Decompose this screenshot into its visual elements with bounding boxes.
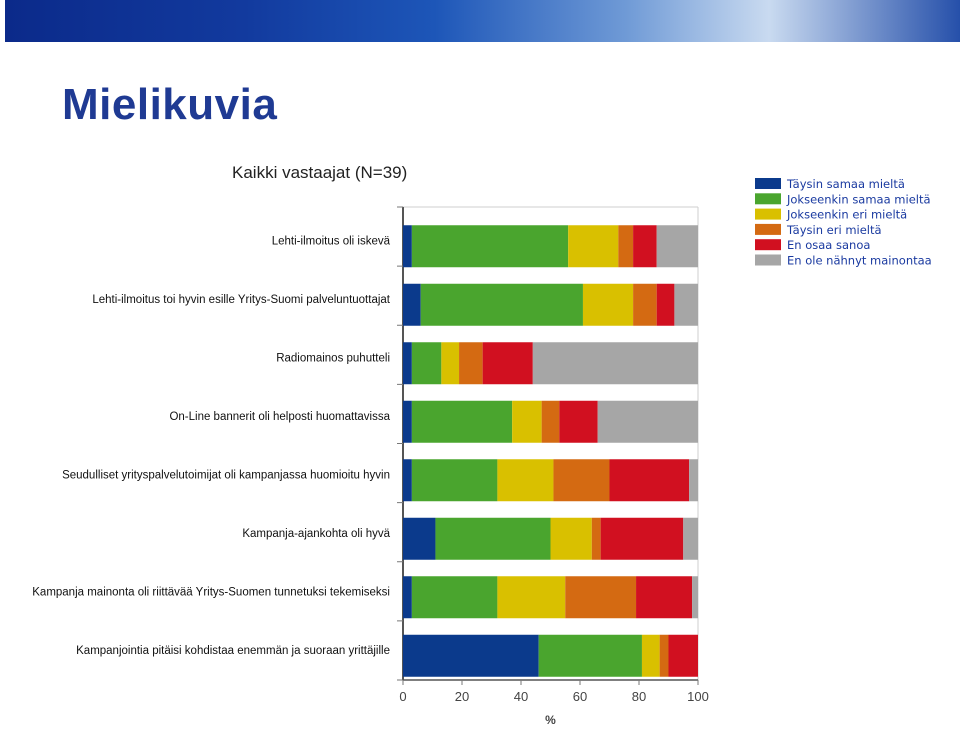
legend-label: Jokseenkin samaa mieltä xyxy=(786,192,931,206)
bar-segment xyxy=(403,283,421,326)
bar-segment xyxy=(512,400,542,443)
bar-segment xyxy=(597,400,698,443)
x-tick-label: 60 xyxy=(573,689,587,704)
bar-segment xyxy=(403,400,412,443)
legend-swatch xyxy=(755,239,781,251)
bar-segment xyxy=(459,342,483,385)
bar-segment xyxy=(633,283,657,326)
bar-segment xyxy=(497,459,554,502)
bar-segment xyxy=(411,576,498,619)
legend-label: En ole nähnyt mainontaa xyxy=(787,254,932,268)
chart-title: Kaikki vastaajat (N=39) xyxy=(232,163,408,182)
bar-segment xyxy=(656,225,698,268)
bar-segment xyxy=(403,576,412,619)
bar-segment xyxy=(411,225,569,268)
bar-segment xyxy=(403,517,436,560)
bar-segment xyxy=(659,634,669,677)
legend-label: Täysin eri mieltä xyxy=(786,223,882,237)
bar-segment xyxy=(591,517,601,560)
bar-segment xyxy=(403,459,412,502)
bar-segment xyxy=(403,342,412,385)
category-labels: Lehti-ilmoitus oli iskevä Lehti-ilmoitus … xyxy=(32,235,391,657)
chart-bars xyxy=(403,225,698,677)
bar-segment xyxy=(538,634,642,677)
bar-segment xyxy=(482,342,533,385)
bar-segment xyxy=(403,634,539,677)
bar-segment xyxy=(541,400,560,443)
category-label: Kampanja mainonta oli riittävää Yritys-S… xyxy=(32,586,390,598)
bar-segment xyxy=(568,225,619,268)
category-label: Lehti-ilmoitus oli iskevä xyxy=(272,235,391,247)
x-axis-title: % xyxy=(545,713,556,727)
category-label: On-Line bannerit oli helposti huomattavi… xyxy=(169,411,390,423)
legend-swatch xyxy=(755,254,781,266)
x-tick-label: 80 xyxy=(632,689,646,704)
category-label: Kampanjointia pitäisi kohdistaa enemmän … xyxy=(76,645,390,657)
legend-swatch xyxy=(755,178,781,189)
legend-swatch xyxy=(755,193,781,205)
legend-swatch xyxy=(755,223,781,235)
bar-segment xyxy=(411,459,498,502)
bar-segment xyxy=(609,459,690,502)
bar-segment xyxy=(618,225,634,268)
bar-segment xyxy=(403,225,412,268)
bar-segment xyxy=(668,634,698,677)
category-label: Seudulliset yrityspalvelutoimijat oli ka… xyxy=(62,469,390,481)
bar-segment xyxy=(411,342,442,385)
bar-segment xyxy=(497,576,566,619)
legend-label: Täysin samaa mieltä xyxy=(786,177,905,191)
header-banner xyxy=(5,0,960,42)
bar-segment xyxy=(411,400,513,443)
bar-segment xyxy=(641,634,660,677)
bar-segment xyxy=(674,283,698,326)
category-label: Lehti-ilmoitus toi hyvin esille Yritys-S… xyxy=(92,294,390,306)
page-title: Mielikuvia xyxy=(62,80,278,129)
bar-segment xyxy=(636,576,693,619)
x-tick-label: 100 xyxy=(687,689,709,704)
bar-segment xyxy=(532,342,698,385)
bar-segment xyxy=(565,576,637,619)
bar-segment xyxy=(420,283,583,326)
bar-segment xyxy=(656,283,675,326)
bar-segment xyxy=(633,225,657,268)
bar-segment xyxy=(553,459,610,502)
bar-segment xyxy=(550,517,592,560)
bar-segment xyxy=(683,517,698,560)
legend-label: Jokseenkin eri mieltä xyxy=(786,208,907,222)
bar-segment xyxy=(582,283,634,326)
legend-swatch xyxy=(755,208,781,220)
category-label: Kampanja-ajankohta oli hyvä xyxy=(242,528,390,540)
bar-segment xyxy=(689,459,698,502)
x-tick-label: 40 xyxy=(514,689,528,704)
bar-segment xyxy=(441,342,460,385)
category-label: Radiomainos puhutteli xyxy=(276,352,390,364)
x-tick-label: 20 xyxy=(455,689,469,704)
bar-segment xyxy=(600,517,684,560)
bar-segment xyxy=(435,517,551,560)
bar-segment xyxy=(692,576,698,619)
legend-label: En osaa sanoa xyxy=(787,238,870,252)
x-tick-label: 0 xyxy=(399,689,406,704)
bar-segment xyxy=(559,400,598,443)
